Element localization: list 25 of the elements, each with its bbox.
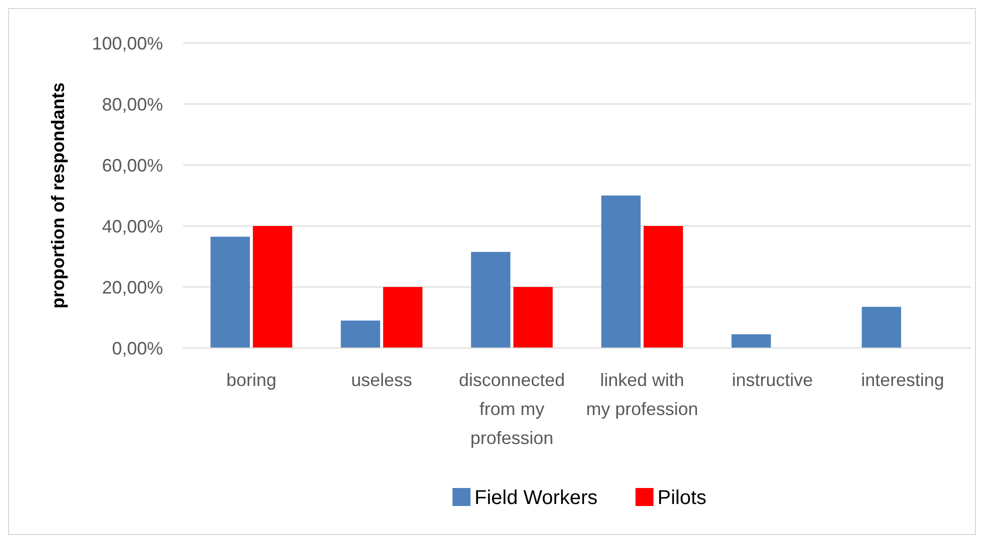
y-tick-label: 0,00% <box>112 338 163 358</box>
x-tick-label: interesting <box>861 370 944 390</box>
bar <box>513 287 553 348</box>
bar <box>383 287 422 348</box>
y-tick-label: 60,00% <box>102 155 163 176</box>
x-tick-label: boring <box>226 370 276 390</box>
bar <box>732 334 771 348</box>
legend-label: Field Workers <box>474 487 598 509</box>
y-tick-label: 80,00% <box>102 94 163 114</box>
bar <box>601 196 641 348</box>
x-tick-label: disconnected from my profession <box>458 370 565 448</box>
bar <box>644 226 683 348</box>
y-tick-label: 100,00% <box>92 33 163 54</box>
bar <box>252 226 292 348</box>
x-tick-label: useless <box>351 370 412 390</box>
bar <box>471 252 510 348</box>
y-axis-title: proportion of respondants <box>48 82 68 308</box>
legend-label: Pilots <box>658 487 706 509</box>
bar <box>340 320 380 348</box>
bar <box>862 306 902 348</box>
x-tick-label: instructive <box>732 370 813 390</box>
y-tick-label: 40,00% <box>102 216 163 236</box>
y-tick-label: 20,00% <box>102 277 163 298</box>
x-tick-label: linked with my profession <box>586 370 698 419</box>
bar <box>210 236 250 348</box>
